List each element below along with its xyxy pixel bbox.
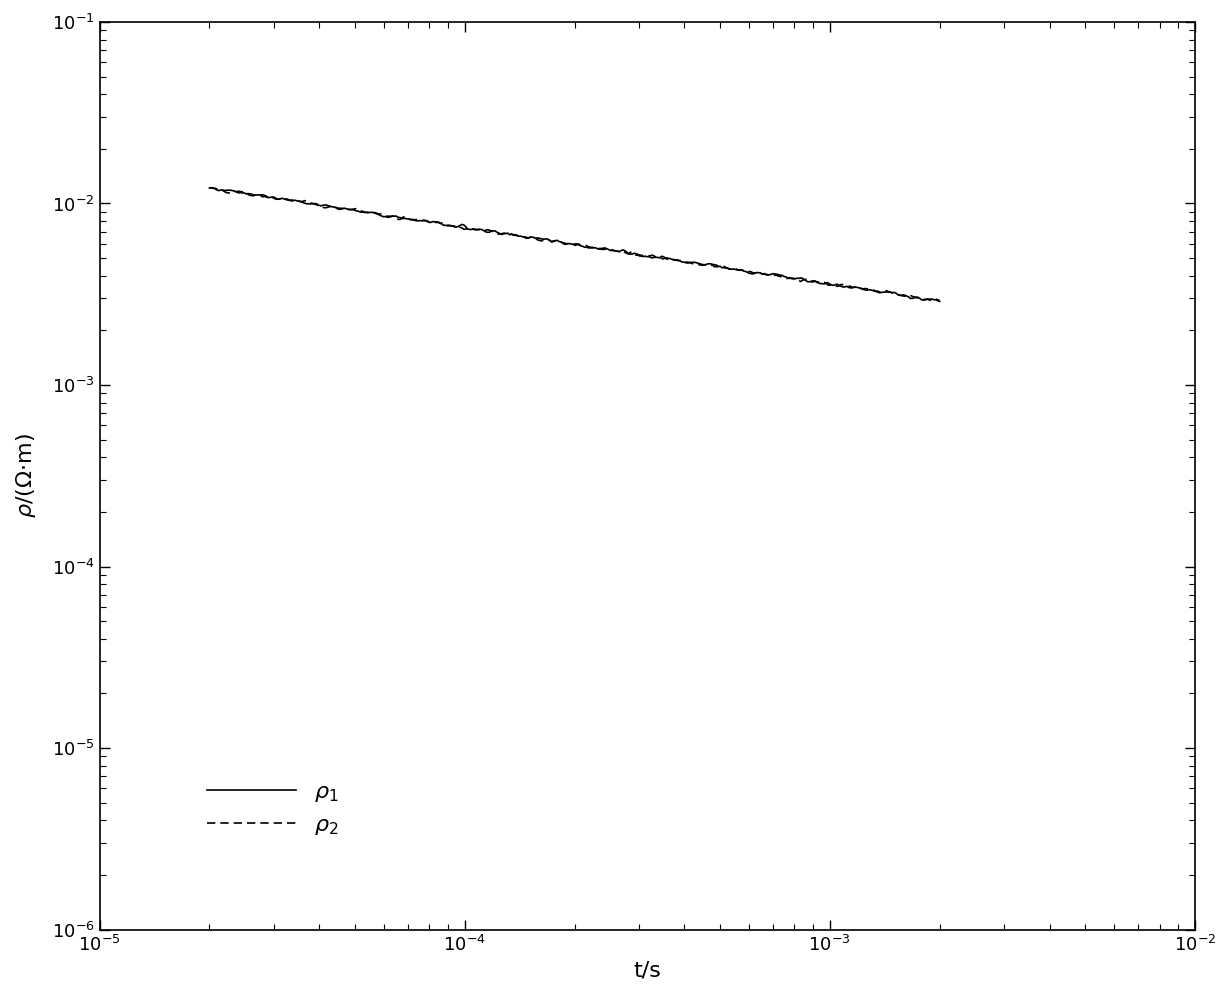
$\rho_2$ [932,294,947,306]
$\rho_2$ [731,264,745,276]
$\rho_2$ [202,182,216,194]
$\rho_1$ [491,227,506,239]
$\rho_1$ [440,220,455,232]
$\rho_2$ [292,195,306,207]
X-axis label: t/s: t/s [633,960,662,980]
$\rho_2$ [734,264,749,276]
$\rho_1$ [662,252,676,264]
$\rho_2$ [204,182,219,194]
$\rho_1$ [202,182,216,194]
Line: $\rho_1$: $\rho_1$ [209,188,940,301]
Y-axis label: $\rho$/($\Omega$$\cdot$m): $\rho$/($\Omega$$\cdot$m) [14,433,38,518]
Line: $\rho_2$: $\rho_2$ [209,188,940,300]
$\rho_1$ [729,263,744,275]
$\rho_1$ [290,195,305,207]
Legend: $\rho_1$, $\rho_2$: $\rho_1$, $\rho_2$ [198,773,347,846]
$\rho_2$ [442,220,456,232]
$\rho_2$ [663,253,678,265]
$\rho_1$ [932,295,947,307]
$\rho_2$ [493,228,508,240]
$\rho_1$ [733,264,748,276]
